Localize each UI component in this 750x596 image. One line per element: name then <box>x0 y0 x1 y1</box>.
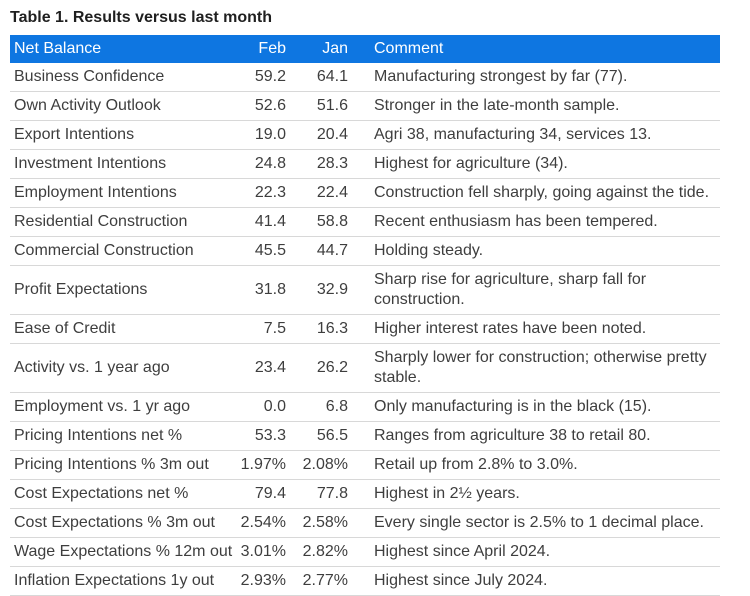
table-row: Own Activity Outlook 52.6 51.6 Stronger in … <box>10 91 720 121</box>
cell-label: Pricing Intentions net % <box>10 421 234 451</box>
table-row: Cost Expectations % 3m out 2.54% 2.58% Ever… <box>10 508 720 538</box>
cell-feb: 79.4 <box>234 479 292 509</box>
cell-comment: Highest for agriculture (34). <box>354 149 720 179</box>
cell-jan: 64.1 <box>292 63 354 92</box>
cell-feb: 7.5 <box>234 314 292 344</box>
table-row: Employment Intentions 22.3 22.4 Constructio… <box>10 178 720 208</box>
cell-feb: 23.4 <box>234 343 292 393</box>
cell-comment: Every single sector is 2.5% to 1 decimal… <box>354 508 720 538</box>
cell-comment: Construction fell sharply, going against… <box>354 178 720 208</box>
column-header-comment: Comment <box>354 35 720 63</box>
cell-comment: Only manufacturing is in the black (15). <box>354 392 720 422</box>
cell-comment: Stronger in the late-month sample. <box>354 91 720 121</box>
cell-jan: 51.6 <box>292 91 354 121</box>
cell-feb: 2.93% <box>234 566 292 596</box>
cell-feb: 1.97% <box>234 450 292 480</box>
cell-jan: 6.8 <box>292 392 354 422</box>
cell-jan: 28.3 <box>292 149 354 179</box>
cell-label: Business Confidence <box>10 63 234 92</box>
cell-feb: 59.2 <box>234 63 292 92</box>
cell-jan: 77.8 <box>292 479 354 509</box>
cell-comment: Manufacturing strongest by far (77). <box>354 63 720 92</box>
cell-label: Employment vs. 1 yr ago <box>10 392 234 422</box>
cell-jan: 44.7 <box>292 236 354 266</box>
header-row: Net Balance Feb Jan Comment <box>10 35 720 63</box>
table-body: Business Confidence 59.2 64.1 Manufacturing… <box>10 63 720 596</box>
cell-jan: 16.3 <box>292 314 354 344</box>
cell-comment: Recent enthusiasm has been tempered. <box>354 207 720 237</box>
cell-feb: 45.5 <box>234 236 292 266</box>
cell-label: Cost Expectations net % <box>10 479 234 509</box>
table-title: Table 1. Results versus last month <box>10 9 273 26</box>
cell-jan: 58.8 <box>292 207 354 237</box>
cell-label: Investment Intentions <box>10 149 234 179</box>
table-row: Pricing Intentions net % 53.3 56.5 Ranges f… <box>10 421 720 451</box>
cell-label: Export Intentions <box>10 120 234 150</box>
table-row: Employment vs. 1 yr ago 0.0 6.8 Only manufa… <box>10 392 720 422</box>
table-row: Business Confidence 59.2 64.1 Manufacturing… <box>10 63 720 92</box>
table-row: Inflation Expectations 1y out 2.93% 2.77% H… <box>10 566 720 596</box>
cell-feb: 24.8 <box>234 149 292 179</box>
cell-jan: 22.4 <box>292 178 354 208</box>
cell-feb: 53.3 <box>234 421 292 451</box>
cell-feb: 3.01% <box>234 537 292 567</box>
table-row: Commercial Construction 45.5 44.7 Holding s… <box>10 236 720 266</box>
cell-label: Ease of Credit <box>10 314 234 344</box>
cell-label: Employment Intentions <box>10 178 234 208</box>
cell-jan: 56.5 <box>292 421 354 451</box>
cell-jan: 2.58% <box>292 508 354 538</box>
table-row: Profit Expectations 31.8 32.9 Sharp rise fo… <box>10 265 720 315</box>
table-row: Residential Construction 41.4 58.8 Recent e… <box>10 207 720 237</box>
table-header: Net Balance Feb Jan Comment <box>10 35 720 63</box>
column-header-jan: Jan <box>292 35 354 63</box>
column-header-feb: Feb <box>234 35 292 63</box>
cell-comment: Highest since April 2024. <box>354 537 720 567</box>
cell-label: Wage Expectations % 12m out <box>10 537 234 567</box>
cell-label: Commercial Construction <box>10 236 234 266</box>
cell-comment: Sharply lower for construction; otherwis… <box>354 343 720 393</box>
cell-label: Pricing Intentions % 3m out <box>10 450 234 480</box>
cell-comment: Retail up from 2.8% to 3.0%. <box>354 450 720 480</box>
cell-label: Own Activity Outlook <box>10 91 234 121</box>
cell-comment: Agri 38, manufacturing 34, services 13. <box>354 120 720 150</box>
cell-feb: 31.8 <box>234 265 292 315</box>
cell-jan: 32.9 <box>292 265 354 315</box>
cell-comment: Sharp rise for agriculture, sharp fall f… <box>354 265 720 315</box>
cell-comment: Higher interest rates have been noted. <box>354 314 720 344</box>
table-row: Ease of Credit 7.5 16.3 Higher interest rat… <box>10 314 720 344</box>
table-row: Investment Intentions 24.8 28.3 Highest for… <box>10 149 720 179</box>
table-row: Cost Expectations net % 79.4 77.8 Highest i… <box>10 479 720 509</box>
cell-feb: 0.0 <box>234 392 292 422</box>
cell-jan: 2.82% <box>292 537 354 567</box>
cell-jan: 26.2 <box>292 343 354 393</box>
table-row: Pricing Intentions % 3m out 1.97% 2.08% Ret… <box>10 450 720 480</box>
cell-label: Inflation Expectations 1y out <box>10 566 234 596</box>
cell-feb: 19.0 <box>234 120 292 150</box>
cell-feb: 22.3 <box>234 178 292 208</box>
cell-jan: 2.77% <box>292 566 354 596</box>
cell-comment: Ranges from agriculture 38 to retail 80. <box>354 421 720 451</box>
cell-feb: 2.54% <box>234 508 292 538</box>
cell-comment: Highest since July 2024. <box>354 566 720 596</box>
table-row: Wage Expectations % 12m out 3.01% 2.82% Hig… <box>10 537 720 567</box>
column-header-net-balance: Net Balance <box>10 35 234 63</box>
cell-comment: Highest in 2½ years. <box>354 479 720 509</box>
cell-label: Residential Construction <box>10 207 234 237</box>
cell-label: Activity vs. 1 year ago <box>10 343 234 393</box>
table-row: Export Intentions 19.0 20.4 Agri 38, manufa… <box>10 120 720 150</box>
results-table: Net Balance Feb Jan Comment Business Con… <box>10 35 720 596</box>
cell-jan: 2.08% <box>292 450 354 480</box>
cell-feb: 52.6 <box>234 91 292 121</box>
cell-label: Profit Expectations <box>10 265 234 315</box>
cell-comment: Holding steady. <box>354 236 720 266</box>
cell-label: Cost Expectations % 3m out <box>10 508 234 538</box>
table-row: Activity vs. 1 year ago 23.4 26.2 Sharply l… <box>10 343 720 393</box>
cell-feb: 41.4 <box>234 207 292 237</box>
cell-jan: 20.4 <box>292 120 354 150</box>
